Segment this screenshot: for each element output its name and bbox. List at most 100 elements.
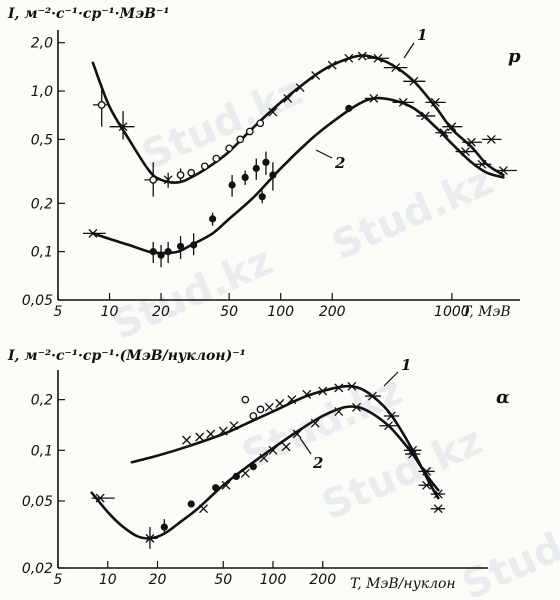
data-point — [357, 51, 367, 61]
data-point — [92, 84, 110, 127]
y-tick-label: 0,02 — [22, 561, 53, 577]
x-tick-label: 10 — [101, 304, 119, 320]
data-point — [187, 500, 195, 508]
point-marker-cross — [163, 175, 173, 185]
point-marker-cross — [386, 411, 396, 421]
point-marker-cross — [347, 381, 357, 391]
data-point — [262, 151, 270, 176]
data-point — [199, 504, 209, 514]
point-marker-filled — [269, 171, 277, 179]
data-point — [164, 241, 172, 263]
data-point — [182, 435, 192, 445]
data-point — [249, 412, 258, 420]
point-marker-filled — [252, 164, 260, 172]
point-marker-cross — [430, 97, 440, 107]
x-tick-label: 5 — [54, 304, 63, 320]
data-point — [345, 104, 353, 112]
data-point — [379, 421, 397, 431]
data-point — [367, 53, 390, 63]
curve-label-1: 1 — [417, 26, 427, 44]
point-marker-cross — [281, 442, 291, 452]
data-point — [462, 137, 483, 147]
point-marker-open — [256, 405, 265, 414]
data-point — [252, 158, 260, 180]
point-marker-open — [187, 168, 196, 177]
chart-panel-protons: I, м⁻²·с⁻¹·ср⁻¹·МэВ⁻¹ T, МэВ p 1 2 5 10 20… — [7, 6, 521, 320]
point-marker-cross — [422, 480, 432, 490]
data-point — [310, 418, 320, 428]
point-marker-cross — [433, 489, 443, 499]
point-marker-cross — [334, 407, 344, 416]
data-point — [418, 466, 435, 476]
x-tick-label: 50 — [220, 304, 238, 320]
y-tick-label: 0,1 — [31, 245, 53, 261]
point-marker-cross — [398, 97, 408, 107]
data-point — [347, 381, 357, 391]
watermark-layer: Stud.kzStud.kzStud.kzStud.kzStud.kzStud.… — [105, 68, 560, 600]
point-marker-cross — [268, 445, 278, 455]
panel-letter: α — [496, 387, 510, 408]
panel-letter: p — [508, 46, 521, 67]
data-point — [256, 119, 265, 128]
data-point — [256, 405, 265, 414]
data-point — [292, 429, 302, 439]
point-marker-open — [149, 175, 158, 184]
point-marker-cross — [195, 432, 205, 442]
data-point — [109, 111, 135, 140]
point-marker-cross — [420, 111, 430, 121]
point-marker-filled — [345, 104, 353, 112]
data-point — [344, 53, 354, 63]
data-point — [364, 391, 381, 401]
curve-label-1-leader — [383, 371, 399, 387]
data-point — [268, 107, 278, 117]
data-point — [392, 97, 414, 107]
x-axis-label: T, МэВ — [462, 304, 511, 320]
data-point — [418, 480, 435, 490]
point-marker-cross — [352, 402, 361, 412]
point-marker-cross — [477, 159, 487, 169]
data-point — [232, 472, 240, 481]
x-tick-label: 10 — [99, 572, 117, 588]
point-marker-cross — [199, 504, 209, 514]
data-point — [212, 484, 220, 492]
data-point — [206, 429, 216, 439]
data-point — [383, 63, 408, 73]
data-point — [163, 172, 173, 188]
data-point — [195, 432, 205, 442]
data-point — [318, 386, 328, 396]
data-point — [455, 147, 475, 157]
data-point — [435, 128, 452, 138]
point-marker-filled — [157, 251, 165, 259]
x-tick-label: 1000 — [434, 304, 470, 320]
point-marker-filled — [176, 242, 185, 250]
point-marker-filled — [149, 248, 157, 256]
point-marker-open — [225, 144, 234, 153]
point-marker-cross — [409, 76, 419, 86]
point-marker-cross — [408, 445, 418, 455]
point-marker-cross — [118, 122, 128, 132]
point-marker-cross — [311, 71, 321, 80]
data-point — [221, 480, 231, 490]
data-point — [91, 493, 115, 503]
point-marker-cross — [384, 421, 393, 431]
data-point — [493, 166, 517, 175]
data-point — [149, 241, 157, 263]
data-point — [327, 60, 337, 70]
data-point — [240, 468, 250, 478]
data-point — [430, 504, 446, 514]
point-marker-cross — [229, 421, 239, 431]
point-marker-open — [256, 119, 265, 128]
point-marker-filled — [262, 158, 270, 166]
y-tick-label: 0,05 — [22, 293, 53, 309]
data-point — [141, 527, 158, 549]
data-point — [352, 402, 361, 412]
point-marker-cross — [259, 453, 269, 463]
point-marker-cross — [318, 386, 328, 396]
data-point — [403, 76, 426, 86]
point-marker-cross — [292, 429, 302, 439]
data-point — [482, 134, 502, 144]
curve-label-2: 2 — [334, 154, 345, 172]
point-layer — [91, 381, 446, 549]
data-point — [83, 228, 106, 238]
